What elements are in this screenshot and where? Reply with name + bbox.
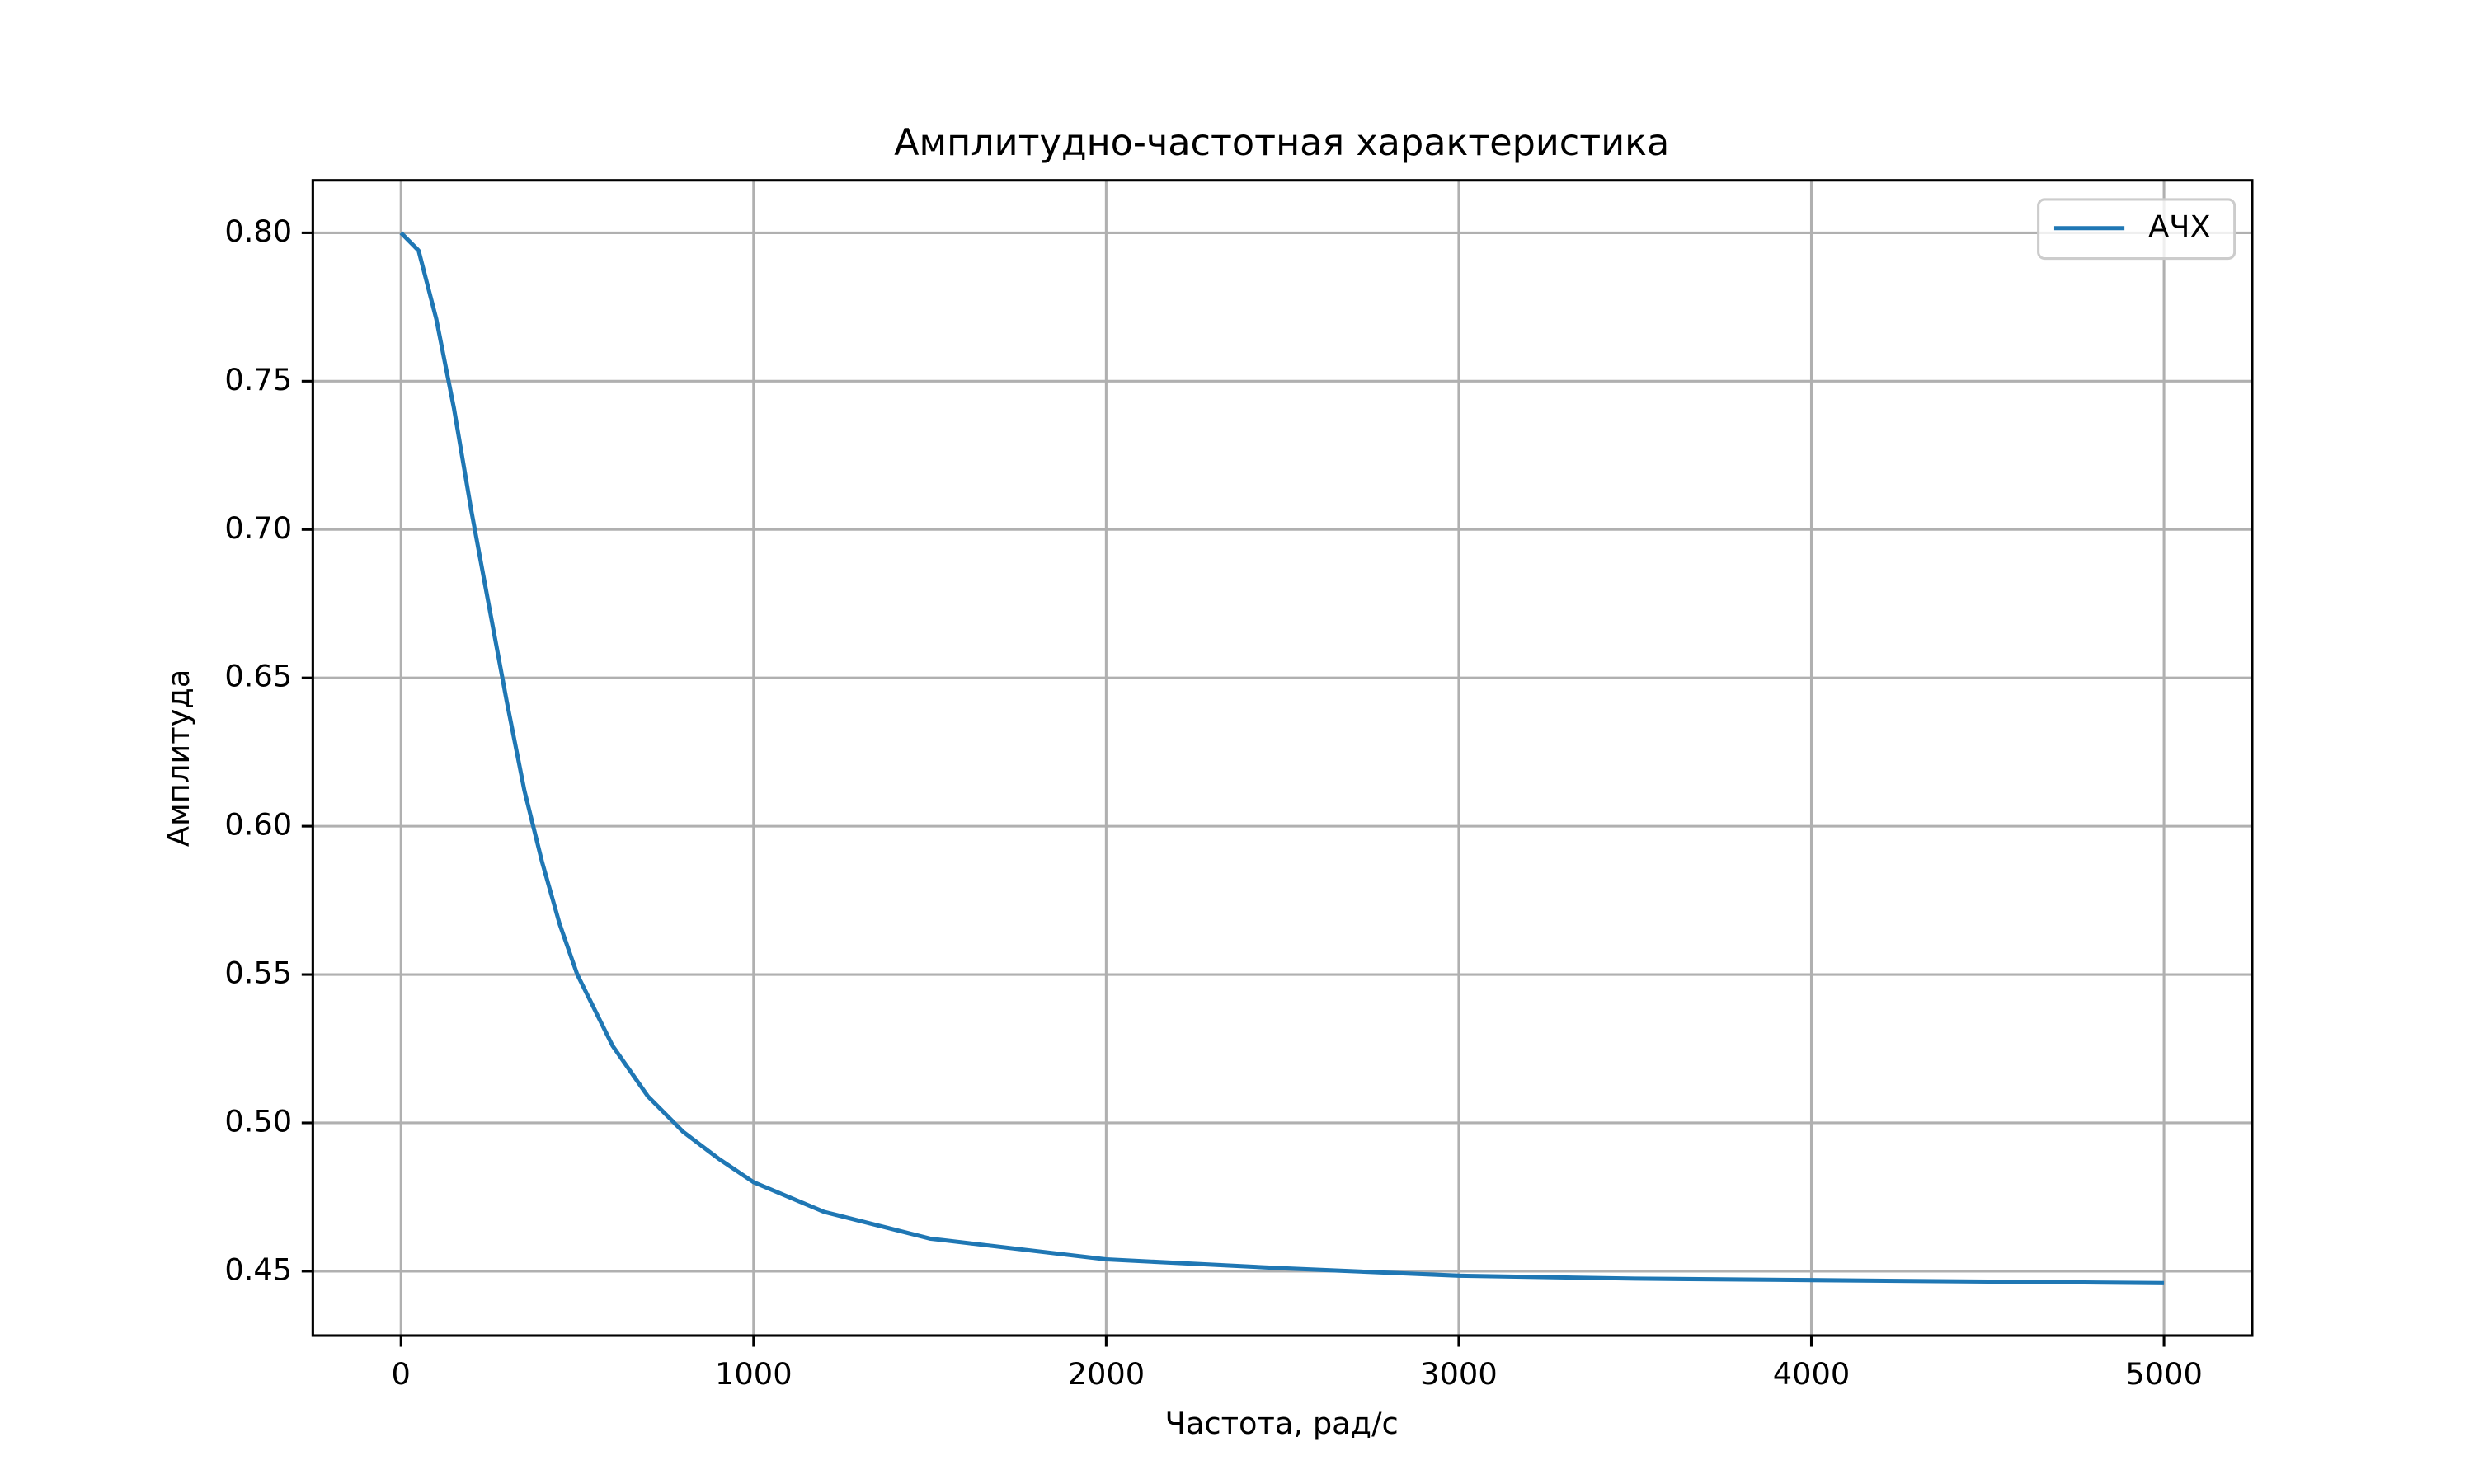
y-tick-label: 0.60 [224,807,292,843]
x-tick-label: 3000 [1420,1356,1498,1392]
x-tick-label: 2000 [1068,1356,1145,1392]
y-tick-label: 0.45 [224,1252,292,1287]
x-tick-label: 5000 [2125,1356,2203,1392]
y-tick-label: 0.65 [224,659,292,694]
y-tick-label: 0.70 [224,510,292,546]
y-tick-label: 0.50 [224,1103,292,1139]
x-tick-label: 4000 [1773,1356,1851,1392]
data-line [399,231,2165,1285]
y-tick-label: 0.75 [224,362,292,397]
plot-frame [311,179,2254,1337]
y-tick-label: 0.80 [224,214,292,249]
y-tick-label: 0.55 [224,956,292,991]
legend-box [2037,198,2236,261]
chart-title: Амплитудно-частотная характеристика [894,122,1669,164]
x-tick-label: 1000 [715,1356,793,1392]
x-axis-label: Частота, рад/с [1165,1406,1399,1441]
x-tick-label: 0 [392,1356,411,1392]
legend-label: АЧХ [2148,209,2211,244]
y-axis-label: Амплитуда [161,669,196,847]
